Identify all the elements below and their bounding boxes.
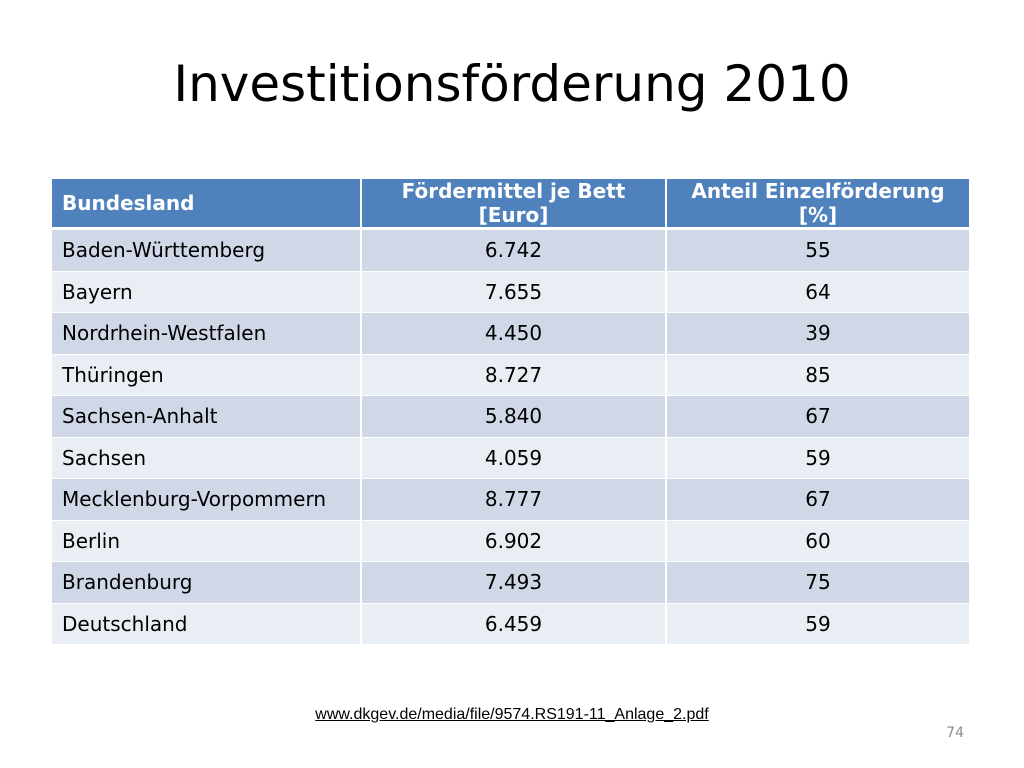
cell-bundesland: Brandenburg — [52, 562, 362, 604]
cell-bundesland: Mecklenburg-Vorpommern — [52, 479, 362, 521]
cell-bundesland: Thüringen — [52, 354, 362, 396]
cell-foerdermittel: 6.742 — [362, 230, 667, 272]
cell-anteil: 39 — [667, 313, 969, 355]
cell-bundesland: Deutschland — [52, 603, 362, 645]
cell-bundesland: Nordrhein-Westfalen — [52, 313, 362, 355]
table-row: Brandenburg 7.493 75 — [52, 562, 969, 604]
cell-foerdermittel: 6.902 — [362, 520, 667, 562]
table-row: Sachsen-Anhalt 5.840 67 — [52, 396, 969, 438]
cell-anteil: 64 — [667, 271, 969, 313]
column-header-bundesland: Bundesland — [52, 179, 362, 230]
table-row: Mecklenburg-Vorpommern 8.777 67 — [52, 479, 969, 521]
cell-foerdermittel: 7.493 — [362, 562, 667, 604]
page-title: Investitionsförderung 2010 — [173, 55, 851, 113]
cell-bundesland: Sachsen — [52, 437, 362, 479]
cell-foerdermittel: 4.450 — [362, 313, 667, 355]
cell-foerdermittel: 5.840 — [362, 396, 667, 438]
table-row: Deutschland 6.459 59 — [52, 603, 969, 645]
page-number: 74 — [946, 725, 964, 741]
cell-foerdermittel: 8.727 — [362, 354, 667, 396]
source-link[interactable]: www.dkgev.de/media/file/9574.RS191-11_An… — [315, 706, 709, 723]
data-table: Bundesland Fördermittel je Bett [Euro] A… — [52, 179, 969, 645]
cell-anteil: 75 — [667, 562, 969, 604]
cell-anteil: 59 — [667, 437, 969, 479]
cell-anteil: 67 — [667, 396, 969, 438]
cell-foerdermittel: 4.059 — [362, 437, 667, 479]
cell-foerdermittel: 7.655 — [362, 271, 667, 313]
cell-bundesland: Baden-Württemberg — [52, 230, 362, 272]
cell-foerdermittel: 6.459 — [362, 603, 667, 645]
cell-anteil: 60 — [667, 520, 969, 562]
table-row: Nordrhein-Westfalen 4.450 39 — [52, 313, 969, 355]
cell-foerdermittel: 8.777 — [362, 479, 667, 521]
table-row: Baden-Württemberg 6.742 55 — [52, 230, 969, 272]
cell-anteil: 55 — [667, 230, 969, 272]
table-header-row: Bundesland Fördermittel je Bett [Euro] A… — [52, 179, 969, 230]
cell-anteil: 85 — [667, 354, 969, 396]
table-row: Sachsen 4.059 59 — [52, 437, 969, 479]
table-row: Bayern 7.655 64 — [52, 271, 969, 313]
cell-bundesland: Sachsen-Anhalt — [52, 396, 362, 438]
cell-bundesland: Berlin — [52, 520, 362, 562]
column-header-foerdermittel: Fördermittel je Bett [Euro] — [362, 179, 667, 230]
cell-bundesland: Bayern — [52, 271, 362, 313]
column-header-anteil: Anteil Einzelförderung [%] — [667, 179, 969, 230]
cell-anteil: 67 — [667, 479, 969, 521]
table-row: Thüringen 8.727 85 — [52, 354, 969, 396]
table-row: Berlin 6.902 60 — [52, 520, 969, 562]
cell-anteil: 59 — [667, 603, 969, 645]
